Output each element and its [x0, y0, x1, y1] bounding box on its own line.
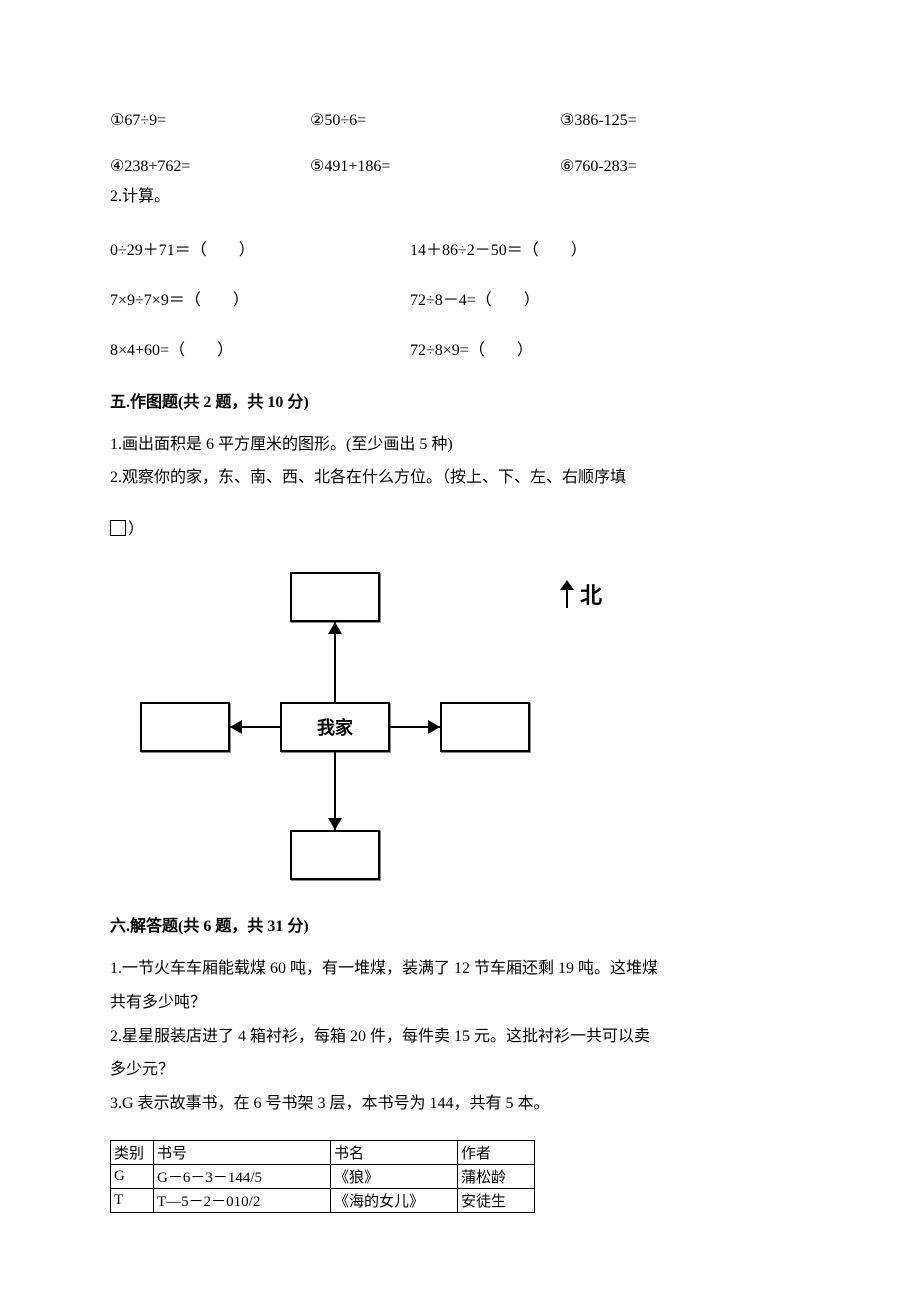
- td-category: G: [111, 1165, 154, 1189]
- compass-diagram: 我家 北: [140, 572, 660, 882]
- th-code: 书号: [154, 1141, 331, 1165]
- calc-cell: 72÷8－4=（ ）: [410, 286, 710, 310]
- calc-cell: 0÷29＋71＝（ ）: [110, 236, 410, 260]
- calc-row-2: 7×9÷7×9＝（ ） 72÷8－4=（ ）: [110, 286, 810, 310]
- spacer: [110, 268, 810, 286]
- equation-cell: ③386-125=: [560, 110, 810, 130]
- spacer: [110, 138, 810, 156]
- th-name: 书名: [331, 1141, 458, 1165]
- section-6-q3: 3.G 表示故事书，在 6 号书架 3 层，本书号为 144，共有 5 本。: [110, 1091, 810, 1117]
- table-row: T T—5－2－010/2 《海的女儿》 安徒生: [111, 1189, 535, 1213]
- section-6-q2b: 多少元？: [110, 1057, 810, 1083]
- box-right: [440, 702, 530, 752]
- north-arrow-icon: [560, 580, 574, 608]
- table-header-row: 类别 书号 书名 作者: [111, 1141, 535, 1165]
- equation-cell: ⑤491+186=: [310, 156, 560, 176]
- north-indicator: 北: [560, 578, 602, 610]
- section-5-q2b-text: ）: [128, 521, 144, 538]
- calc-cell: 72÷8×9=（ ）: [410, 336, 710, 360]
- section-5-q1: 1.画出面积是 6 平方厘米的图形。(至少画出 5 种): [110, 432, 810, 458]
- equation-row-2: ④238+762= ⑤491+186= ⑥760-283=: [110, 156, 810, 176]
- td-name: 《海的女儿》: [331, 1189, 458, 1213]
- calc-row-1: 0÷29＋71＝（ ） 14＋86÷2－50＝（ ）: [110, 236, 810, 260]
- table-row: G G－6－3－144/5 《狼》 蒲松龄: [111, 1165, 535, 1189]
- square-box-icon: [110, 520, 126, 536]
- box-left: [140, 702, 230, 752]
- td-author: 安徒生: [458, 1189, 535, 1213]
- box-center: 我家: [280, 702, 390, 752]
- equation-cell: ①67÷9=: [110, 110, 310, 130]
- box-top: [290, 572, 380, 622]
- section-5-q2: 2.观察你的家，东、南、西、北各在什么方位。（按上、下、左、右顺序填: [110, 465, 810, 491]
- worksheet-page: ①67÷9= ②50÷6= ③386-125= ④238+762= ⑤491+1…: [0, 0, 920, 1273]
- calc-row-3: 8×4+60=（ ） 72÷8×9=（ ）: [110, 336, 810, 360]
- arrow-line-up: [334, 622, 336, 702]
- td-author: 蒲松龄: [458, 1165, 535, 1189]
- equation-cell: ⑥760-283=: [560, 156, 810, 176]
- equation-cell: ②50÷6=: [310, 110, 560, 130]
- td-code: G－6－3－144/5: [154, 1165, 331, 1189]
- section-5-q2b: ）: [110, 517, 810, 543]
- section-6-q1b: 共有多少吨？: [110, 990, 810, 1016]
- calc-cell: 14＋86÷2－50＝（ ）: [410, 236, 710, 260]
- arrow-head-left-icon: [230, 720, 242, 734]
- arrow-head-down-icon: [328, 818, 342, 830]
- section-6-q1a: 1.一节火车车厢能载煤 60 吨，有一堆煤，装满了 12 节车厢还剩 19 吨。…: [110, 956, 810, 982]
- spacer: [110, 318, 810, 336]
- calc-cell: 8×4+60=（ ）: [110, 336, 410, 360]
- th-author: 作者: [458, 1141, 535, 1165]
- td-code: T—5－2－010/2: [154, 1189, 331, 1213]
- arrow-head-right-icon: [428, 720, 440, 734]
- spacer: [110, 499, 810, 517]
- td-name: 《狼》: [331, 1165, 458, 1189]
- td-category: T: [111, 1189, 154, 1213]
- th-category: 类别: [111, 1141, 154, 1165]
- equation-row-1: ①67÷9= ②50÷6= ③386-125=: [110, 110, 810, 130]
- arrow-head-up-icon: [328, 622, 342, 634]
- section-5-title: 五.作图题(共 2 题，共 10 分): [110, 388, 810, 412]
- north-text: 北: [580, 578, 602, 610]
- equation-cell: ④238+762=: [110, 156, 310, 176]
- book-table: 类别 书号 书名 作者 G G－6－3－144/5 《狼》 蒲松龄 T T—5－…: [110, 1140, 535, 1213]
- section-6-title: 六.解答题(共 6 题，共 31 分): [110, 912, 810, 936]
- calc-header: 2.计算。: [110, 184, 810, 210]
- spacer: [110, 218, 810, 236]
- calc-cell: 7×9÷7×9＝（ ）: [110, 286, 410, 310]
- section-6-q2a: 2.星星服装店进了 4 箱衬衫，每箱 20 件，每件卖 15 元。这批衬衫一共可…: [110, 1024, 810, 1050]
- box-bottom: [290, 830, 380, 880]
